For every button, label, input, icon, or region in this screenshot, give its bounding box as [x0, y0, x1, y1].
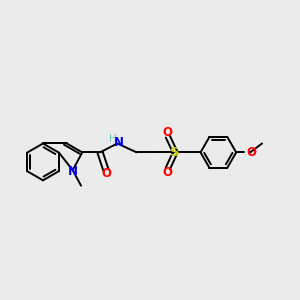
- Text: S: S: [170, 146, 180, 159]
- Text: N: N: [114, 136, 124, 149]
- Text: O: O: [162, 126, 172, 139]
- Text: O: O: [162, 166, 172, 179]
- Text: N: N: [68, 165, 78, 178]
- Text: H: H: [109, 134, 116, 144]
- Text: O: O: [247, 146, 256, 159]
- Text: O: O: [101, 167, 111, 180]
